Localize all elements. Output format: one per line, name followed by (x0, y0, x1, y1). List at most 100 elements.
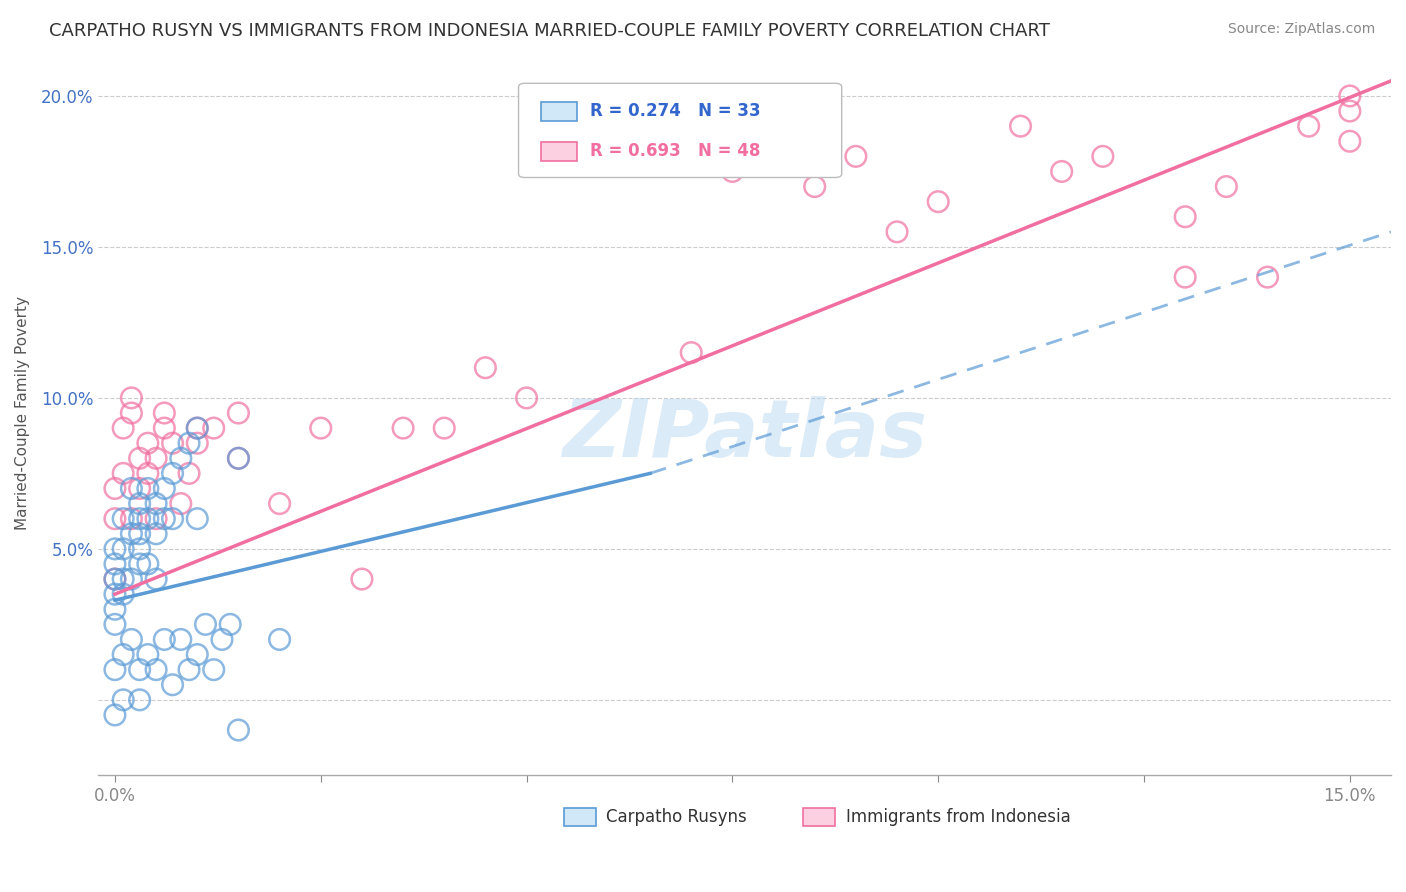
Point (1174, 270, 1197, 285)
Point (228, 406, 250, 420)
Point (886, 225, 908, 239)
Point (474, 360, 496, 375)
Point (128, 693, 150, 707)
Point (128, 511, 150, 525)
Point (162, 467, 184, 481)
Point (845, 149, 868, 163)
FancyBboxPatch shape (540, 142, 576, 161)
Point (186, 511, 208, 525)
Text: Carpatho Rusyns: Carpatho Rusyns (606, 807, 747, 826)
Point (112, 693, 135, 707)
Point (136, 482, 159, 496)
Point (112, 572, 135, 586)
FancyBboxPatch shape (564, 808, 596, 826)
Point (145, 497, 167, 511)
FancyBboxPatch shape (803, 808, 835, 826)
Point (104, 663, 127, 677)
Point (128, 526, 150, 541)
Text: Immigrants from Indonesia: Immigrants from Indonesia (845, 807, 1070, 826)
Point (104, 708, 127, 723)
Point (112, 541, 135, 556)
Point (104, 617, 127, 632)
Point (269, 632, 291, 647)
Point (186, 421, 208, 435)
Point (112, 467, 135, 481)
Point (153, 406, 176, 420)
Point (228, 723, 250, 737)
Point (170, 451, 193, 466)
Y-axis label: Married-Couple Family Poverty: Married-Couple Family Poverty (15, 296, 30, 530)
Point (162, 678, 184, 692)
Point (104, 587, 127, 601)
Point (136, 557, 159, 571)
Point (1215, 179, 1237, 194)
Point (145, 451, 167, 466)
Point (104, 572, 127, 586)
Point (112, 587, 135, 601)
Text: R = 0.693   N = 48: R = 0.693 N = 48 (589, 142, 761, 161)
Point (433, 421, 456, 435)
Point (104, 511, 127, 525)
Point (120, 391, 142, 405)
Point (1257, 270, 1279, 285)
Point (153, 421, 176, 435)
Point (186, 648, 208, 662)
Point (136, 436, 159, 450)
Point (1050, 164, 1073, 178)
Point (177, 436, 200, 450)
Point (120, 406, 142, 420)
Point (112, 511, 135, 525)
Text: Source: ZipAtlas.com: Source: ZipAtlas.com (1227, 22, 1375, 37)
Point (228, 451, 250, 466)
Point (112, 648, 135, 662)
Text: R = 0.274   N = 33: R = 0.274 N = 33 (589, 103, 761, 120)
Point (128, 663, 150, 677)
Point (145, 526, 167, 541)
Point (170, 632, 193, 647)
Point (170, 497, 193, 511)
Point (120, 482, 142, 496)
Point (186, 421, 208, 435)
Point (120, 511, 142, 525)
Point (177, 663, 200, 677)
Point (186, 436, 208, 450)
Point (120, 572, 142, 586)
Point (145, 572, 167, 586)
Point (128, 497, 150, 511)
Point (128, 482, 150, 496)
Point (128, 451, 150, 466)
Point (112, 421, 135, 435)
Point (128, 557, 150, 571)
Point (681, 345, 703, 359)
Point (177, 467, 200, 481)
Point (120, 632, 142, 647)
Point (104, 602, 127, 616)
Point (1339, 89, 1361, 103)
Point (136, 511, 159, 525)
Point (1298, 119, 1320, 133)
FancyBboxPatch shape (540, 102, 576, 120)
Point (162, 511, 184, 525)
Point (721, 164, 744, 178)
Point (1339, 134, 1361, 148)
Point (392, 421, 415, 435)
Point (350, 572, 373, 586)
Point (228, 451, 250, 466)
Point (309, 421, 332, 435)
Point (153, 511, 176, 525)
Point (104, 482, 127, 496)
Point (104, 541, 127, 556)
Point (194, 617, 217, 632)
Point (145, 663, 167, 677)
Point (269, 497, 291, 511)
Point (153, 632, 176, 647)
Point (162, 436, 184, 450)
Point (153, 482, 176, 496)
Point (1339, 104, 1361, 119)
Point (136, 648, 159, 662)
Point (120, 526, 142, 541)
Point (202, 421, 225, 435)
Text: CARPATHO RUSYN VS IMMIGRANTS FROM INDONESIA MARRIED-COUPLE FAMILY POVERTY CORREL: CARPATHO RUSYN VS IMMIGRANTS FROM INDONE… (49, 22, 1050, 40)
Point (202, 663, 225, 677)
Text: ZIPatlas: ZIPatlas (562, 396, 927, 474)
